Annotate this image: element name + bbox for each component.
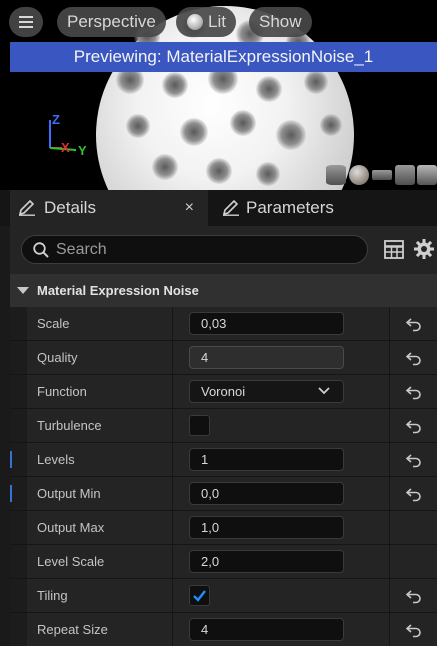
- view-mode-button[interactable]: Perspective: [57, 7, 166, 37]
- material-preview-viewport[interactable]: Perspective Lit Show Previewing: Materia…: [0, 0, 437, 190]
- property-name-turbulence: Turbulence: [37, 418, 102, 433]
- pencil-icon: [222, 200, 239, 216]
- property-row-output-min: Output Min 0,0: [10, 477, 437, 511]
- plane-shape-icon[interactable]: [372, 170, 392, 180]
- category-title: Material Expression Noise: [37, 283, 199, 298]
- table-view-icon[interactable]: [384, 240, 404, 259]
- output-min-input[interactable]: 0,0: [189, 482, 344, 505]
- lighting-mode-label: Lit: [208, 12, 226, 31]
- level-scale-input[interactable]: 2,0: [189, 550, 344, 573]
- checkmark-icon: [193, 590, 206, 602]
- function-selected-value: Voronoi: [201, 384, 246, 399]
- property-name-levels: Levels: [37, 452, 75, 467]
- property-row-output-max: Output Max 1,0: [10, 511, 437, 545]
- lighting-mode-button[interactable]: Lit: [176, 7, 236, 37]
- axis-z-label: Z: [52, 112, 60, 127]
- tab-details[interactable]: Details ×: [10, 190, 208, 226]
- reset-to-default-icon[interactable]: [405, 384, 423, 400]
- cube-shape-icon[interactable]: [395, 165, 415, 185]
- reset-to-default-icon[interactable]: [405, 316, 423, 332]
- chevron-down-icon: [318, 387, 330, 395]
- teapot-shape-icon[interactable]: [417, 165, 437, 185]
- property-name-quality: Quality: [37, 350, 78, 365]
- details-search-row: Search: [10, 226, 437, 274]
- axis-y-label: Y: [78, 143, 87, 158]
- reset-to-default-icon[interactable]: [405, 418, 423, 434]
- quality-slider[interactable]: 4: [189, 346, 344, 369]
- property-name-level-scale: Level Scale: [37, 554, 105, 569]
- viewport-menu-button[interactable]: [9, 7, 43, 37]
- reset-to-default-icon[interactable]: [405, 350, 423, 366]
- close-tab-icon[interactable]: ×: [184, 199, 194, 216]
- property-name-function: Function: [37, 384, 87, 399]
- gear-icon[interactable]: [413, 238, 435, 260]
- sphere-shape-icon[interactable]: [349, 165, 369, 185]
- tab-parameters-label: Parameters: [246, 198, 334, 217]
- property-row-scale: Scale 0,03: [10, 307, 437, 341]
- search-input[interactable]: Search: [21, 235, 368, 264]
- axis-gizmo: Z X Y: [40, 112, 100, 162]
- show-flags-button[interactable]: Show: [249, 7, 312, 37]
- property-name-scale: Scale: [37, 316, 70, 331]
- preview-shape-toolbar: [324, 162, 437, 187]
- levels-input[interactable]: 1: [189, 448, 344, 471]
- output-max-input[interactable]: 1,0: [189, 516, 344, 539]
- reset-to-default-icon[interactable]: [405, 452, 423, 468]
- axis-x-label: X: [61, 140, 70, 155]
- function-dropdown[interactable]: Voronoi: [189, 380, 344, 403]
- preview-banner: Previewing: MaterialExpressionNoise_1: [10, 42, 437, 72]
- pencil-icon: [18, 200, 35, 216]
- property-name-output-min: Output Min: [37, 486, 101, 501]
- property-row-repeat-size: Repeat Size 4: [10, 613, 437, 646]
- property-row-level-scale: Level Scale 2,0: [10, 545, 437, 579]
- property-row-tiling: Tiling: [10, 579, 437, 613]
- repeat-size-input[interactable]: 4: [189, 618, 344, 641]
- property-row-quality: Quality 4: [10, 341, 437, 375]
- tab-details-label: Details: [44, 198, 96, 217]
- lit-sphere-icon: [187, 14, 203, 30]
- search-placeholder: Search: [56, 241, 107, 258]
- property-name-tiling: Tiling: [37, 588, 68, 603]
- property-name-output-max: Output Max: [37, 520, 105, 535]
- tiling-checkbox[interactable]: [189, 585, 210, 606]
- chevron-down-icon: [17, 287, 29, 294]
- category-header[interactable]: Material Expression Noise: [10, 274, 437, 307]
- property-row-levels: Levels 1: [10, 443, 437, 477]
- reset-to-default-icon[interactable]: [405, 622, 423, 638]
- turbulence-checkbox[interactable]: [189, 415, 210, 436]
- search-icon: [33, 242, 49, 258]
- cylinder-shape-icon[interactable]: [326, 165, 346, 185]
- property-name-repeat-size: Repeat Size: [37, 622, 108, 637]
- property-row-turbulence: Turbulence: [10, 409, 437, 443]
- scale-input[interactable]: 0,03: [189, 312, 344, 335]
- property-row-function: Function Voronoi: [10, 375, 437, 409]
- property-list: Scale 0,03 Quality 4 Function Voronoi Tu…: [10, 307, 437, 646]
- tab-parameters[interactable]: Parameters: [214, 190, 437, 226]
- panel-tab-bar: Details × Parameters: [0, 190, 437, 226]
- reset-to-default-icon[interactable]: [405, 486, 423, 502]
- reset-to-default-icon[interactable]: [405, 588, 423, 604]
